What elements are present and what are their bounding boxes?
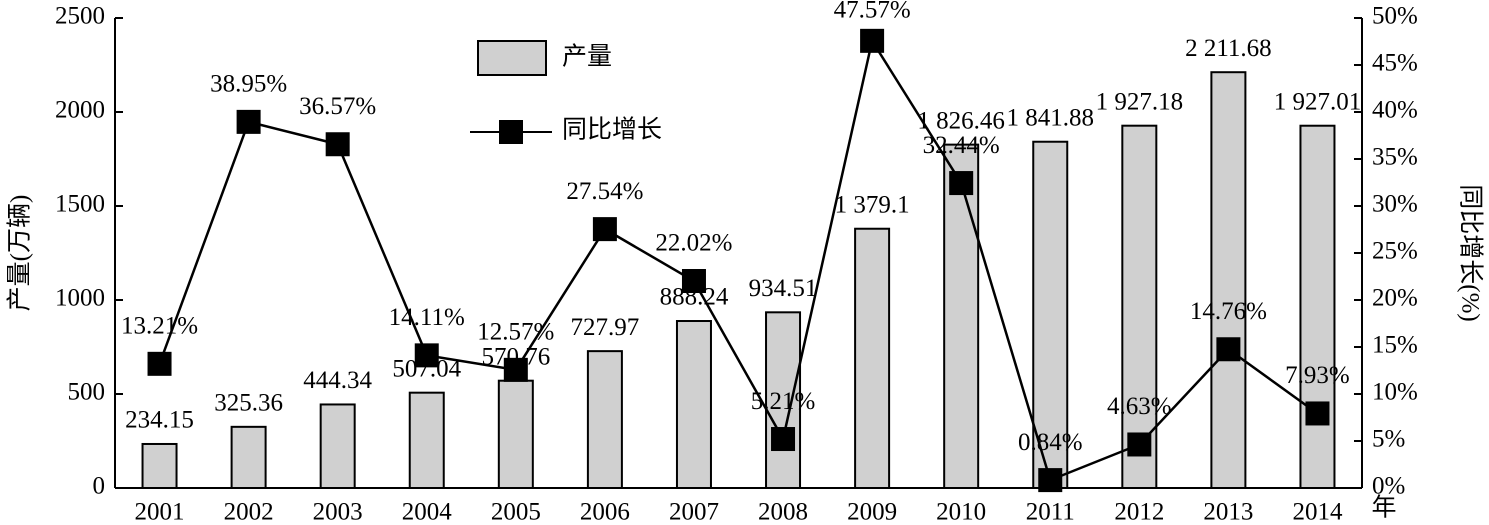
bar-value-label: 325.36 [214, 390, 283, 417]
bar-value-label: 1 826.46 [917, 107, 1005, 134]
line-marker [1216, 337, 1241, 362]
x-tick-label: 2009 [847, 499, 897, 525]
bar [586, 350, 623, 489]
bar-value-label: 934.51 [749, 275, 818, 302]
bar-value-label: 727.97 [571, 314, 640, 341]
y2-axis-label: 同比增长(%) [1456, 184, 1484, 321]
bar [943, 143, 980, 489]
line-marker [860, 28, 885, 53]
y-tick-label: 1500 [55, 191, 105, 218]
x-tick-label: 2003 [313, 499, 363, 525]
y-tick-label: 2500 [55, 3, 105, 30]
line-marker [949, 171, 974, 196]
legend-swatch [477, 40, 547, 76]
x-tick-label: 2014 [1292, 499, 1343, 525]
line-marker [414, 343, 439, 368]
line-value-label: 36.57% [299, 93, 376, 120]
y-tick-label: 2000 [55, 97, 105, 124]
line-value-label: 38.95% [210, 71, 287, 98]
legend-label: 同比增长 [562, 116, 662, 144]
bar-value-label: 1 841.88 [1007, 104, 1095, 131]
line-marker [503, 357, 528, 382]
y-axis-label: 产量(万辆) [6, 195, 34, 312]
line-value-label: 14.11% [389, 304, 465, 331]
bar-value-label: 1 927.18 [1096, 88, 1184, 115]
x-tick-label: 2013 [1203, 499, 1253, 525]
bar-value-label: 444.34 [303, 367, 372, 394]
line-value-label: 0.84% [1018, 429, 1083, 456]
x-tick-label: 2002 [224, 499, 274, 525]
x-tick-label: 2004 [402, 499, 453, 525]
x-tick-label: 2011 [1026, 499, 1075, 525]
line-marker [147, 351, 172, 376]
y2-tick-label: 15% [1372, 332, 1418, 359]
y2-tick-label: 10% [1372, 379, 1418, 406]
y2-tick-label: 25% [1372, 238, 1418, 265]
y2-tick-label: 0% [1372, 473, 1405, 500]
y2-tick-label: 45% [1372, 50, 1418, 77]
bar [408, 391, 445, 489]
x-tick-label: 2007 [669, 499, 719, 525]
line-value-label: 27.54% [566, 178, 643, 205]
y-tick-label: 500 [68, 379, 106, 406]
line-marker [681, 269, 706, 294]
bar [675, 320, 712, 490]
x-tick-label: 2008 [758, 499, 808, 525]
y2-tick-label: 50% [1372, 3, 1418, 30]
line-marker [1038, 468, 1063, 493]
bar [141, 442, 178, 489]
bar-value-label: 1 379.1 [835, 191, 910, 218]
x-tick-label: 2005 [491, 499, 541, 525]
y2-tick-label: 35% [1372, 144, 1418, 171]
bar-value-label: 1 927.01 [1274, 88, 1362, 115]
y2-tick-label: 30% [1372, 191, 1418, 218]
line [158, 37, 1319, 482]
line-value-label: 22.02% [655, 230, 732, 257]
line-marker [1127, 432, 1152, 457]
line-value-label: 13.21% [121, 313, 198, 340]
line-value-label: 12.57% [477, 319, 554, 346]
line-value-label: 47.57% [834, 0, 911, 24]
bar [1299, 124, 1336, 490]
bar [765, 311, 802, 490]
y2-tick-label: 40% [1372, 97, 1418, 124]
y-tick-label: 0 [93, 473, 106, 500]
line-marker [592, 217, 617, 242]
bar [1210, 71, 1247, 489]
legend-marker [499, 120, 523, 144]
line-marker [236, 109, 261, 134]
line-value-label: 14.76% [1190, 298, 1267, 325]
bar [1121, 124, 1158, 490]
bar [1032, 140, 1069, 489]
y2-tick-label: 5% [1372, 426, 1405, 453]
bar-value-label: 234.15 [125, 407, 194, 434]
y-tick-label: 1000 [55, 285, 105, 312]
x-tick-label: 2001 [135, 499, 185, 525]
line-marker [325, 132, 350, 157]
x-tick-label: 2010 [936, 499, 986, 525]
bar [230, 425, 267, 489]
line-marker [1305, 401, 1330, 426]
line-value-label: 5.21% [751, 388, 816, 415]
x-axis-label: 年 [1371, 494, 1396, 522]
line-value-label: 32.44% [923, 132, 1000, 159]
line-value-label: 4.63% [1107, 393, 1172, 420]
bar [497, 379, 534, 489]
y2-tick-label: 20% [1372, 285, 1418, 312]
x-tick-label: 2012 [1114, 499, 1164, 525]
line-value-label: 7.93% [1285, 362, 1350, 389]
bar [319, 403, 356, 489]
x-tick-label: 2006 [580, 499, 630, 525]
legend-label: 产量 [562, 43, 612, 71]
bar [854, 227, 891, 490]
bar-value-label: 2 211.68 [1185, 35, 1272, 62]
line-marker [771, 427, 796, 452]
